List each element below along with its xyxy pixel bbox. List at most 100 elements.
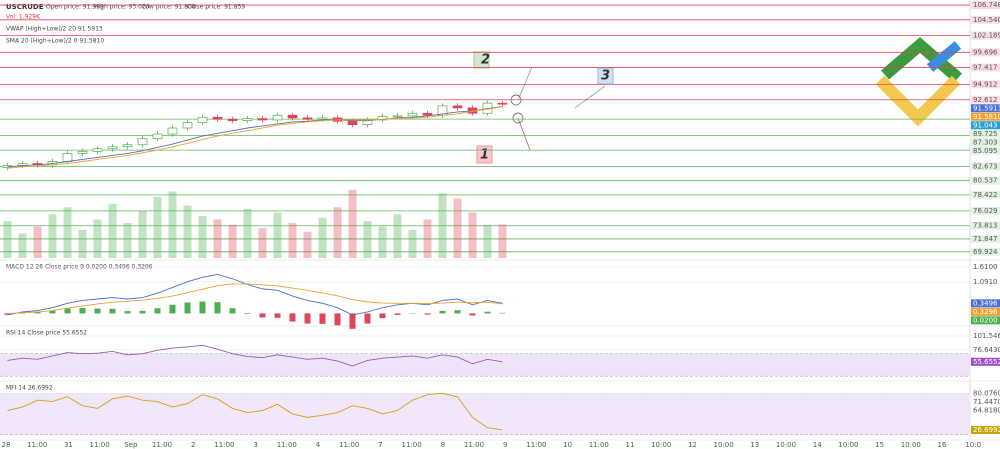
y-tick-label: 92.612 [973,96,998,104]
y-tick-label: 55.6552 [973,358,1000,366]
candle-body [197,116,208,123]
y-tick-label: 106.748 [973,1,1000,9]
x-tick-label: 10:00 [901,441,921,449]
price-badge [971,121,1000,130]
candle-body [62,153,73,162]
y-tick-label: 71.847 [973,235,998,243]
x-tick-label: 11:00 [402,441,422,449]
volume-bar [498,224,507,258]
candle-body [212,116,223,120]
candle-body [122,144,133,148]
y-tick-label: 82.673 [973,162,998,170]
y-tick-label: 91.043 [973,121,998,129]
y-tick-label: 104.540 [973,16,1000,24]
y-tick-label: 76.029 [973,207,998,215]
histogram-bar [79,307,86,314]
histogram-bar [184,302,191,314]
volume-bar [138,210,147,258]
volume-bar [483,224,492,258]
histogram-bar [364,313,371,324]
candle-body [137,138,148,146]
series-line [7,106,503,168]
y-tick-label: 0.3296 [973,308,998,316]
vwap-label: VWAP (High+Low)/2 20 91.5913 [6,26,103,33]
volume-label: Vol: 1.929K [6,14,41,21]
volume-bar [33,226,42,258]
x-tick-label: 11 [626,441,635,449]
volume-bar [378,226,387,258]
band [0,353,970,377]
annotation: 2 [481,53,490,68]
histogram-bar [409,313,416,314]
band [0,393,970,435]
volume-bar [153,196,162,258]
histogram-bar [229,308,236,314]
ohlc: Close price: 91.859 [187,4,245,11]
volume-bar [48,214,57,258]
series-line [7,106,503,169]
sma-label: SMA 20 (High+Low)/2 0 91.5810 [6,38,104,45]
logo [875,37,962,127]
histogram-bar [379,313,386,319]
price-badge [971,307,1000,316]
histogram-bar [334,313,341,326]
volume-bar [228,224,237,258]
label-bg [971,190,1000,199]
histogram-bar [424,313,431,315]
y-tick-label: 89.725 [973,130,998,138]
label-bg [971,31,1000,40]
histogram-bar [4,313,11,315]
x-tick-label: 7 [378,441,382,449]
candle-body [287,114,298,119]
x-tick-label: 11:00 [90,441,110,449]
y-tick-label: 76.6430 [973,346,1000,354]
x-tick-label: 10:00 [651,441,671,449]
volume-bar [63,207,72,258]
volume-bar [3,221,12,258]
candle-body [107,146,118,150]
volume-bar [333,207,342,258]
x-tick-label: 31 [64,441,73,449]
label-bg [971,176,1000,185]
indicator-title: RSI 14 Close price 55.6552 [6,330,87,337]
volume-bar [123,223,132,258]
volume-bar [318,217,327,258]
x-tick-label: 14 [813,441,822,449]
y-tick-label: 91.5913 [973,104,1000,112]
y-tick-label: 0.0200 [973,316,998,324]
y-tick-label: 87.303 [973,138,998,146]
y-tick-label: 99.696 [973,48,998,56]
label-bg [971,138,1000,147]
histogram-bar [454,310,461,314]
candle-body [257,118,268,121]
x-tick-label: 10:00 [776,441,796,449]
x-tick-label: 3 [253,441,257,449]
series-line [7,392,503,431]
x-tick-label: 9 [503,441,507,449]
price-badge [971,112,1000,121]
ohlc: Open price: 91.999 [46,4,104,11]
x-tick-label: 11:00 [277,441,297,449]
candle-body [227,118,238,121]
series-line [7,273,503,316]
label-bg [971,48,1000,57]
volume-bar [438,193,447,258]
volume-bar [348,189,357,258]
x-tick-label: 11:00 [339,441,359,449]
y-tick-label: 94.912 [973,80,998,88]
y-tick-label: 97.417 [973,64,998,72]
histogram-bar [169,304,176,314]
label-bg [971,146,1000,155]
annotation: 1 [480,148,489,163]
volume-bar [408,230,417,258]
volume-bar [468,212,477,258]
x-tick-label: 15 [875,441,884,449]
candle-body [167,127,178,135]
candle-body [422,112,433,116]
x-tick-label: 10:00 [714,441,734,449]
x-tick-label: 16 [938,441,947,449]
price-badge [971,357,1000,366]
y-tick-label: 69.924 [973,248,998,256]
label-bg [971,221,1000,230]
histogram-bar [34,311,41,314]
